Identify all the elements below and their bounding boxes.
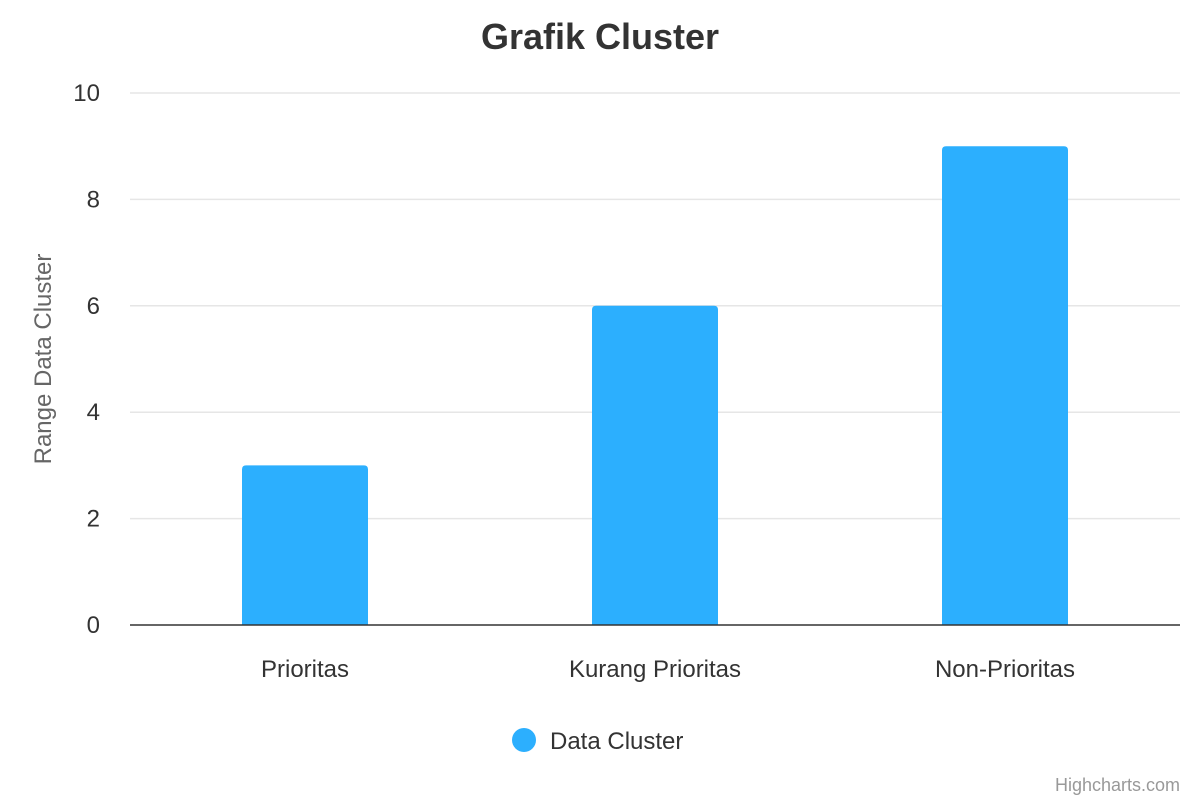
bar-non-prioritas[interactable] bbox=[942, 146, 1068, 625]
y-tick-label: 10 bbox=[73, 80, 100, 107]
x-axis-tick-labels: Prioritas Kurang Prioritas Non-Prioritas bbox=[261, 656, 1075, 683]
y-tick-label: 0 bbox=[87, 612, 100, 639]
y-tick-label: 2 bbox=[87, 506, 100, 533]
legend-marker-icon bbox=[512, 728, 536, 752]
x-tick-label: Kurang Prioritas bbox=[569, 656, 741, 683]
bar-series bbox=[242, 146, 1068, 625]
credits-link[interactable]: Highcharts.com bbox=[1055, 775, 1180, 795]
bar-kurang-prioritas[interactable] bbox=[592, 305, 718, 625]
x-tick-label: Non-Prioritas bbox=[935, 656, 1075, 683]
y-axis-title: Range Data Cluster bbox=[30, 254, 57, 465]
x-tick-label: Prioritas bbox=[261, 656, 349, 683]
y-tick-label: 8 bbox=[87, 186, 100, 213]
legend[interactable]: Data Cluster bbox=[512, 728, 683, 755]
y-tick-label: 4 bbox=[87, 399, 100, 426]
bar-prioritas[interactable] bbox=[242, 465, 368, 625]
y-axis-tick-labels: 0 2 4 6 8 10 bbox=[73, 80, 100, 639]
legend-label[interactable]: Data Cluster bbox=[550, 728, 683, 755]
y-tick-label: 6 bbox=[87, 293, 100, 320]
chart-title: Grafik Cluster bbox=[481, 16, 719, 57]
